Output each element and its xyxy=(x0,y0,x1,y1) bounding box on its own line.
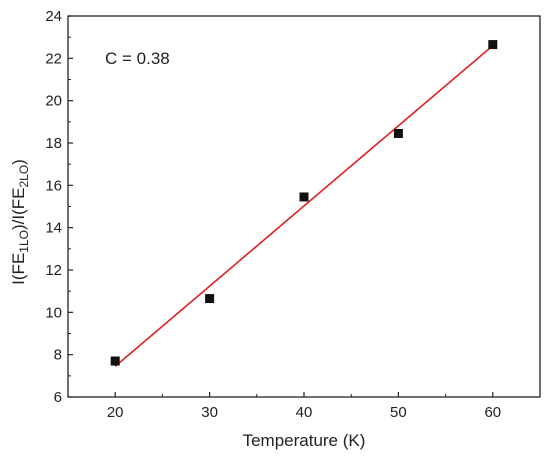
annotation-text: C = 0.38 xyxy=(105,49,170,68)
y-tick-label: 10 xyxy=(45,304,62,321)
y-tick-label: 22 xyxy=(45,50,62,67)
y-tick-label: 6 xyxy=(54,389,62,406)
y-tick-label: 20 xyxy=(45,93,62,110)
data-point xyxy=(110,356,120,366)
fit-line xyxy=(114,45,494,367)
y-tick-label: 18 xyxy=(45,135,62,152)
data-point xyxy=(393,128,403,138)
x-tick-label: 30 xyxy=(201,404,218,421)
y-axis-title: I(FE1LO)/I(FE2LO) xyxy=(9,159,31,285)
y-tick-label: 8 xyxy=(54,347,62,364)
x-tick-label: 60 xyxy=(484,404,501,421)
y-tick-label: 12 xyxy=(45,262,62,279)
x-tick-label: 40 xyxy=(296,404,313,421)
data-point xyxy=(299,192,309,202)
y-axis: 6 8 10 12 14 16 18 20 22 24 xyxy=(45,8,73,406)
x-tick-label: 20 xyxy=(107,404,124,421)
x-tick-label: 50 xyxy=(390,404,407,421)
data-points xyxy=(110,40,498,366)
y-tick-label: 14 xyxy=(45,220,62,237)
data-point xyxy=(205,294,215,304)
data-point xyxy=(488,40,498,50)
y-tick-label: 16 xyxy=(45,177,62,194)
y-tick-label: 24 xyxy=(45,8,62,25)
x-axis-title: Temperature (K) xyxy=(243,431,366,450)
x-axis: 20 30 40 50 60 xyxy=(67,392,541,421)
fit-line-group xyxy=(114,45,494,367)
